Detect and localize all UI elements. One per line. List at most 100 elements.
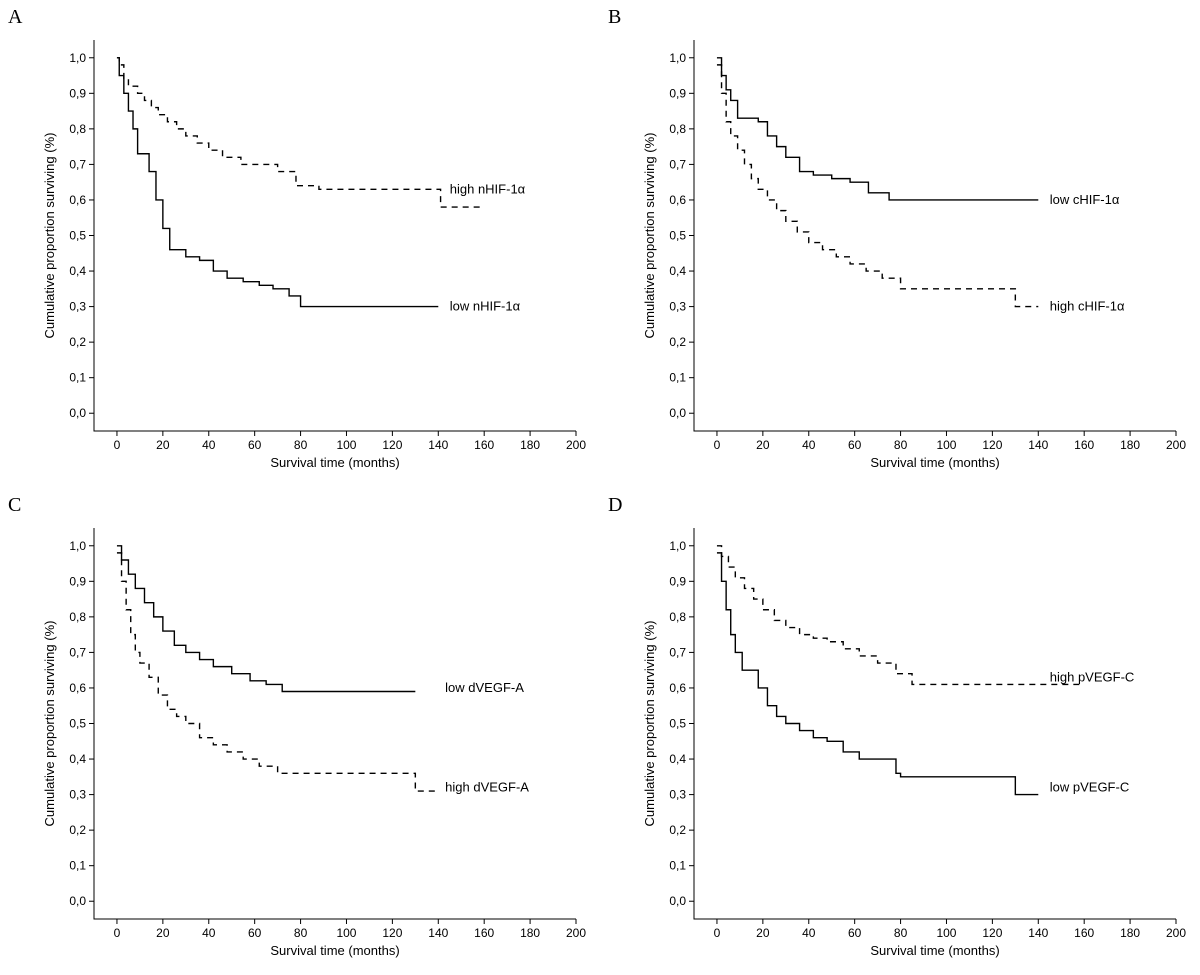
series-high-dVEGF-A bbox=[117, 552, 438, 790]
y-tick-label: 0,5 bbox=[69, 229, 86, 243]
y-tick-label: 0,2 bbox=[669, 823, 686, 837]
y-axis-title: Cumulative proportion surviving (%) bbox=[642, 133, 657, 339]
x-tick-label: 120 bbox=[982, 926, 1002, 940]
y-tick-label: 1,0 bbox=[69, 538, 86, 552]
panel-B-plot: 0204060801001201401601802000,00,10,20,30… bbox=[640, 32, 1190, 477]
x-tick-label: 200 bbox=[566, 438, 586, 452]
y-tick-label: 0,9 bbox=[669, 86, 686, 100]
x-tick-label: 40 bbox=[802, 438, 816, 452]
x-tick-label: 140 bbox=[1028, 438, 1048, 452]
y-tick-label: 0,4 bbox=[69, 752, 86, 766]
y-tick-label: 0,2 bbox=[69, 823, 86, 837]
x-tick-label: 40 bbox=[802, 926, 816, 940]
series-label-low-pVEGF-C: low pVEGF-C bbox=[1050, 779, 1129, 794]
series-label-high-cHIF-1a: high cHIF-1α bbox=[1050, 299, 1125, 314]
y-tick-label: 1,0 bbox=[669, 538, 686, 552]
y-tick-label: 0,1 bbox=[669, 858, 686, 872]
y-tick-label: 0,0 bbox=[69, 406, 86, 420]
y-tick-label: 0,6 bbox=[669, 193, 686, 207]
y-tick-label: 0,3 bbox=[669, 300, 686, 314]
survival-chart: 0204060801001201401601802000,00,10,20,30… bbox=[640, 520, 1190, 965]
y-axis-title: Cumulative proportion surviving (%) bbox=[642, 620, 657, 826]
y-tick-label: 0,8 bbox=[669, 122, 686, 136]
x-tick-label: 60 bbox=[248, 438, 262, 452]
y-tick-label: 0,0 bbox=[669, 406, 686, 420]
x-tick-label: 0 bbox=[714, 926, 721, 940]
y-tick-label: 0,5 bbox=[669, 716, 686, 730]
x-tick-label: 120 bbox=[382, 438, 402, 452]
y-tick-label: 0,5 bbox=[669, 229, 686, 243]
x-tick-label: 120 bbox=[982, 438, 1002, 452]
x-tick-label: 80 bbox=[294, 926, 308, 940]
series-label-high-nHIF-1a: high nHIF-1α bbox=[450, 181, 526, 196]
y-tick-label: 1,0 bbox=[669, 51, 686, 65]
series-high-cHIF-1a bbox=[717, 65, 1038, 307]
x-tick-label: 0 bbox=[114, 926, 121, 940]
series-label-high-dVEGF-A: high dVEGF-A bbox=[445, 779, 529, 794]
x-tick-label: 200 bbox=[1166, 926, 1186, 940]
y-tick-label: 0,2 bbox=[669, 335, 686, 349]
y-tick-label: 0,6 bbox=[69, 680, 86, 694]
y-tick-label: 0,7 bbox=[669, 645, 686, 659]
y-tick-label: 0,4 bbox=[669, 264, 686, 278]
y-tick-label: 0,6 bbox=[69, 193, 86, 207]
y-tick-label: 0,9 bbox=[69, 574, 86, 588]
y-tick-label: 0,1 bbox=[69, 858, 86, 872]
y-tick-label: 0,8 bbox=[69, 609, 86, 623]
x-tick-label: 20 bbox=[156, 438, 170, 452]
x-tick-label: 160 bbox=[1074, 926, 1094, 940]
panel-D-plot: 0204060801001201401601802000,00,10,20,30… bbox=[640, 520, 1190, 965]
y-tick-label: 0,3 bbox=[69, 300, 86, 314]
series-low-dVEGF-A bbox=[117, 545, 415, 691]
y-tick-label: 0,3 bbox=[669, 787, 686, 801]
x-tick-label: 20 bbox=[756, 926, 770, 940]
x-tick-label: 100 bbox=[936, 438, 956, 452]
y-tick-label: 0,8 bbox=[69, 122, 86, 136]
series-label-low-cHIF-1a: low cHIF-1α bbox=[1050, 192, 1120, 207]
y-tick-label: 0,6 bbox=[669, 680, 686, 694]
series-low-cHIF-1a bbox=[717, 58, 1038, 200]
x-axis-title: Survival time (months) bbox=[270, 943, 399, 958]
panel-C: C 0204060801001201401601802000,00,10,20,… bbox=[0, 488, 600, 975]
y-tick-label: 0,3 bbox=[69, 787, 86, 801]
y-tick-label: 0,1 bbox=[69, 371, 86, 385]
x-tick-label: 0 bbox=[714, 438, 721, 452]
series-label-high-pVEGF-C: high pVEGF-C bbox=[1050, 669, 1135, 684]
x-tick-label: 140 bbox=[428, 438, 448, 452]
y-tick-label: 0,2 bbox=[69, 335, 86, 349]
panel-D-label: D bbox=[608, 494, 622, 517]
panel-A-plot: 0204060801001201401601802000,00,10,20,30… bbox=[40, 32, 590, 477]
x-tick-label: 100 bbox=[336, 438, 356, 452]
x-tick-label: 40 bbox=[202, 438, 216, 452]
y-tick-label: 0,7 bbox=[669, 157, 686, 171]
y-tick-label: 0,5 bbox=[69, 716, 86, 730]
x-tick-label: 80 bbox=[894, 438, 908, 452]
x-tick-label: 200 bbox=[566, 926, 586, 940]
x-tick-label: 60 bbox=[848, 438, 862, 452]
x-tick-label: 60 bbox=[248, 926, 262, 940]
y-tick-label: 0,9 bbox=[669, 574, 686, 588]
y-tick-label: 0,9 bbox=[69, 86, 86, 100]
x-tick-label: 100 bbox=[936, 926, 956, 940]
panel-B: B 0204060801001201401601802000,00,10,20,… bbox=[600, 0, 1200, 487]
series-low-pVEGF-C bbox=[717, 552, 1038, 794]
x-tick-label: 160 bbox=[474, 438, 494, 452]
y-axis-title: Cumulative proportion surviving (%) bbox=[42, 620, 57, 826]
panel-A-label: A bbox=[8, 6, 22, 29]
x-axis-title: Survival time (months) bbox=[870, 943, 999, 958]
panel-C-label: C bbox=[8, 494, 21, 517]
series-high-pVEGF-C bbox=[717, 545, 1084, 684]
x-tick-label: 200 bbox=[1166, 438, 1186, 452]
y-tick-label: 1,0 bbox=[69, 51, 86, 65]
y-tick-label: 0,8 bbox=[669, 609, 686, 623]
y-axis-title: Cumulative proportion surviving (%) bbox=[42, 133, 57, 339]
survival-chart: 0204060801001201401601802000,00,10,20,30… bbox=[40, 520, 590, 965]
x-tick-label: 140 bbox=[428, 926, 448, 940]
x-tick-label: 80 bbox=[894, 926, 908, 940]
y-tick-label: 0,4 bbox=[669, 752, 686, 766]
x-tick-label: 60 bbox=[848, 926, 862, 940]
panel-C-plot: 0204060801001201401601802000,00,10,20,30… bbox=[40, 520, 590, 965]
y-tick-label: 0,4 bbox=[69, 264, 86, 278]
x-tick-label: 160 bbox=[474, 926, 494, 940]
x-tick-label: 20 bbox=[756, 438, 770, 452]
